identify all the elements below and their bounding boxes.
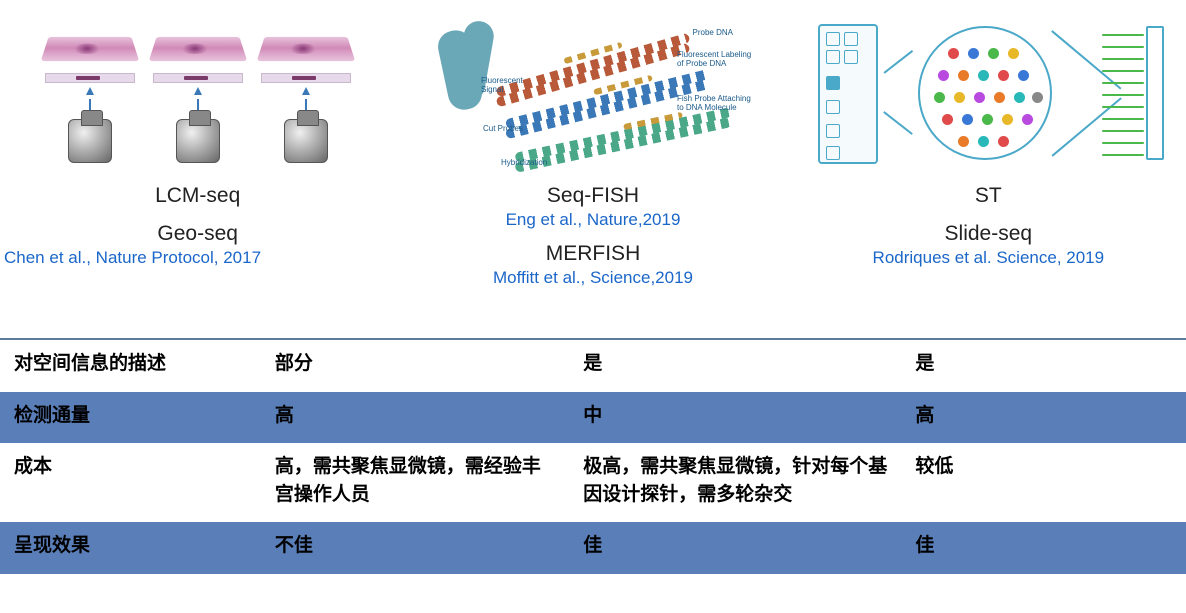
method-title: LCM-seq	[155, 184, 240, 208]
cell: 是	[569, 340, 901, 392]
lcm-unit	[45, 27, 135, 163]
cell: 佳	[901, 522, 1186, 574]
cell: 极高，需共聚焦显微镜，针对每个基因设计探针，需多轮杂交	[569, 443, 901, 522]
wave-icon	[1102, 46, 1144, 48]
annot-probe-dna: Probe DNA	[693, 28, 733, 37]
method-col-st: ST Slide-seq Rodriques et al. Science, 2…	[791, 0, 1186, 338]
seqfish-illustration: Probe DNA Fluorescent Labeling of Probe …	[395, 10, 790, 180]
capture-slide-icon	[818, 24, 878, 164]
table-row: 检测通量 高 中 高	[0, 392, 1186, 444]
tissue-section-icon	[148, 37, 246, 61]
glass-slide-icon	[153, 73, 243, 83]
row-label: 成本	[0, 443, 261, 522]
row-label: 对空间信息的描述	[0, 340, 261, 392]
lcm-unit	[153, 27, 243, 163]
projection-lines-icon	[1052, 30, 1136, 156]
method-title: ST	[975, 184, 1002, 208]
cell: 部分	[261, 340, 569, 392]
lcm-illustration	[0, 10, 395, 180]
method-title: MERFISH	[546, 242, 641, 266]
method-col-seqfish: Probe DNA Fluorescent Labeling of Probe …	[395, 0, 790, 338]
tissue-section-icon	[256, 37, 354, 61]
method-title: Geo-seq	[157, 222, 238, 246]
projection-lines-icon	[884, 72, 920, 112]
method-ref: Moffitt et al., Science,2019	[493, 268, 693, 288]
cell: 高	[261, 392, 569, 444]
wave-icon	[1102, 142, 1144, 144]
arrow-up-icon	[302, 87, 310, 95]
microscope-lens-icon	[284, 119, 328, 163]
annot-fluor-signal: Fluorescent Signal	[481, 76, 531, 94]
row-label: 呈现效果	[0, 522, 261, 574]
wave-icon	[1102, 154, 1144, 156]
cell: 中	[569, 392, 901, 444]
method-col-lcm: LCM-seq Geo-seq Chen et al., Nature Prot…	[0, 0, 395, 338]
arrow-up-icon	[194, 87, 202, 95]
wave-icon	[1102, 130, 1144, 132]
cell: 较低	[901, 443, 1186, 522]
wave-icon	[1102, 106, 1144, 108]
spot-array-icon	[918, 26, 1052, 160]
tissue-section-icon	[40, 37, 138, 61]
barcoded-slide-icon	[1146, 26, 1164, 160]
table-row: 成本 高，需共聚焦显微镜，需经验丰宫操作人员 极高，需共聚焦显微镜，针对每个基因…	[0, 443, 1186, 522]
wave-icon	[1102, 34, 1144, 36]
st-illustration	[791, 10, 1186, 180]
glass-slide-icon	[45, 73, 135, 83]
cell: 高	[901, 392, 1186, 444]
method-ref: Eng et al., Nature,2019	[506, 210, 681, 230]
annot-cut-probes: Cut Probes	[483, 124, 523, 133]
row-label: 检测通量	[0, 392, 261, 444]
wave-icon	[1102, 58, 1144, 60]
cell: 是	[901, 340, 1186, 392]
cell: 高，需共聚焦显微镜，需经验丰宫操作人员	[261, 443, 569, 522]
chromosome-icon	[435, 27, 485, 112]
wave-icon	[1102, 118, 1144, 120]
glass-slide-icon	[261, 73, 351, 83]
wave-icon	[1102, 82, 1144, 84]
comparison-table: 对空间信息的描述 部分 是 是 检测通量 高 中 高 成本 高，需共聚焦显微镜，…	[0, 340, 1186, 574]
arrow-up-icon	[86, 87, 94, 95]
microscope-lens-icon	[176, 119, 220, 163]
wave-icon	[1102, 94, 1144, 96]
table-row: 呈现效果 不佳 佳 佳	[0, 522, 1186, 574]
cell: 不佳	[261, 522, 569, 574]
wave-icon	[1102, 70, 1144, 72]
method-ref: Chen et al., Nature Protocol, 2017	[0, 248, 261, 268]
annot-hybridization: Hybridization	[501, 158, 547, 167]
method-title: Slide-seq	[945, 222, 1033, 246]
annot-fluor-label: Fluorescent Labeling of Probe DNA	[677, 50, 757, 68]
methods-panel: LCM-seq Geo-seq Chen et al., Nature Prot…	[0, 0, 1186, 340]
method-title: Seq-FISH	[547, 184, 639, 208]
cell: 佳	[569, 522, 901, 574]
method-ref: Rodriques et al. Science, 2019	[873, 248, 1105, 268]
lcm-unit	[261, 27, 351, 163]
table-row: 对空间信息的描述 部分 是 是	[0, 340, 1186, 392]
annot-fish-attach: Fish Probe Attaching to DNA Molecule	[677, 94, 757, 112]
microscope-lens-icon	[68, 119, 112, 163]
